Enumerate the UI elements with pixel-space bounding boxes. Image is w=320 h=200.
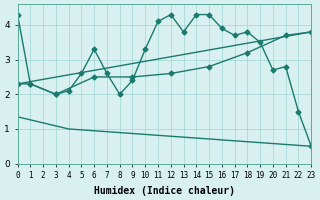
X-axis label: Humidex (Indice chaleur): Humidex (Indice chaleur) [94,186,235,196]
